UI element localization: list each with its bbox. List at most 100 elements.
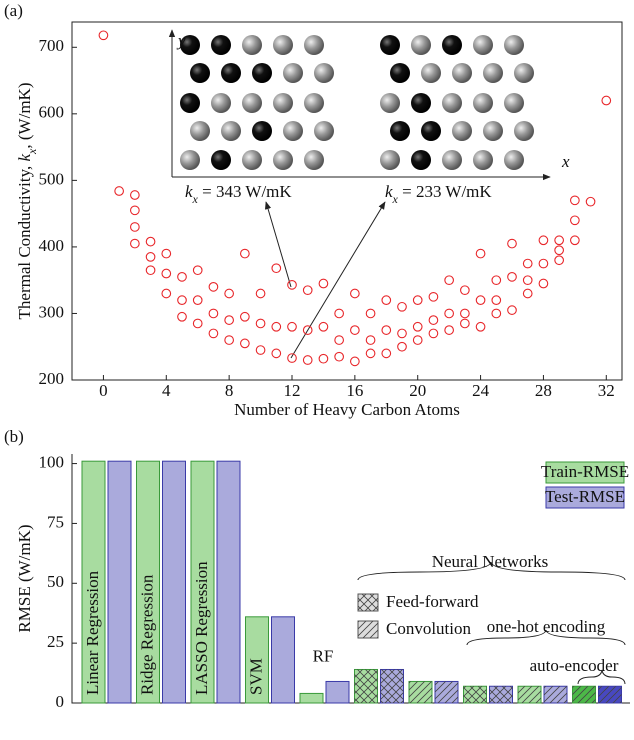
atom: [190, 121, 210, 141]
atom: [273, 93, 293, 113]
bar: [190, 460, 215, 704]
atom: [252, 63, 272, 83]
data-point: [334, 351, 344, 362]
y-tick-label: 0: [56, 692, 65, 711]
category-label: Linear Regression: [83, 570, 102, 695]
data-point: [350, 325, 360, 335]
x-tick-label: 20: [409, 381, 426, 400]
atom: [221, 63, 241, 83]
atom: [273, 35, 293, 55]
data-point: [271, 348, 282, 359]
y-tick-label: 200: [39, 369, 65, 388]
brace: [357, 561, 626, 581]
category-label: RF: [313, 646, 334, 665]
legend-label: Test-RMSE: [545, 487, 625, 506]
data-point: [428, 291, 439, 302]
y-tick-label: 75: [47, 512, 64, 531]
data-point: [334, 335, 344, 345]
label-part: Thermal Conductivity,: [15, 161, 34, 319]
data-point: [255, 288, 266, 299]
legend-label: Train-RMSE: [541, 462, 629, 481]
data-point: [161, 268, 172, 279]
brace: [466, 629, 626, 646]
data-point: [570, 215, 580, 226]
atom: [504, 150, 524, 170]
atom: [421, 63, 441, 83]
data-point: [145, 236, 156, 247]
data-point: [444, 325, 454, 335]
bar: [271, 616, 295, 704]
atom: [252, 121, 272, 141]
legend-label: Convolution: [386, 619, 472, 638]
data-point: [444, 275, 454, 286]
label-part: = 233 W/mK: [398, 182, 493, 201]
data-point: [522, 258, 533, 269]
atom: [411, 35, 431, 55]
atom: [273, 150, 293, 170]
data-point: [114, 186, 124, 196]
data-point: [240, 311, 250, 322]
atom: [380, 93, 400, 113]
data-point: [601, 95, 612, 106]
data-point: [522, 275, 533, 286]
atom: [314, 121, 334, 141]
bar: [136, 460, 160, 704]
data-point: [428, 328, 439, 339]
legend-label: Feed-forward: [386, 592, 479, 611]
atom: [242, 35, 262, 55]
panel-label: (b): [4, 427, 24, 446]
data-point: [255, 318, 266, 329]
inset-axis-label: y: [176, 31, 186, 50]
atom: [211, 150, 231, 170]
data-point: [161, 248, 172, 259]
inset-structures: [180, 35, 534, 170]
atom: [242, 93, 262, 113]
atom: [380, 150, 400, 170]
data-point: [130, 222, 140, 232]
y-axis-label: RMSE (W/mK): [15, 524, 34, 632]
atom: [473, 150, 493, 170]
atom: [442, 93, 462, 113]
data-point: [538, 278, 549, 289]
y-tick-label: 600: [39, 103, 65, 122]
legend-swatch: [545, 486, 625, 509]
y-tick-label: 50: [47, 572, 64, 591]
bar-hatch: [544, 686, 567, 703]
x-tick-label: 12: [284, 381, 301, 400]
bar-hatch: [463, 686, 487, 703]
data-point: [208, 308, 219, 319]
data-point: [240, 338, 250, 349]
data-point: [271, 321, 282, 332]
bar: [216, 460, 241, 704]
data-point: [177, 295, 187, 305]
annotation: auto-encoder: [530, 656, 619, 675]
legend-hatch: [358, 621, 378, 638]
y-tick-label: 100: [39, 452, 65, 471]
data-point: [554, 245, 564, 256]
atom: [442, 150, 462, 170]
annotation: kx = 343 W/mK: [185, 182, 292, 206]
category-label: SVM: [246, 658, 265, 695]
data-point: [177, 311, 187, 322]
label-part: k: [385, 182, 393, 201]
data-point: [397, 301, 407, 312]
atom: [473, 93, 493, 113]
atom: [180, 150, 200, 170]
bar: [299, 692, 324, 704]
data-point: [475, 248, 486, 259]
data-point: [130, 205, 140, 216]
data-point: [428, 315, 439, 325]
data-point: [318, 321, 329, 332]
data-point: [585, 196, 596, 207]
y-tick-label: 300: [39, 302, 65, 321]
atom: [180, 93, 200, 113]
bar: [81, 460, 106, 704]
bar-hatch: [598, 686, 622, 703]
data-point: [412, 321, 423, 332]
atom: [452, 63, 472, 83]
data-point: [412, 335, 423, 345]
bar: [107, 460, 132, 704]
data-point: [538, 235, 549, 246]
data-point: [460, 318, 470, 329]
